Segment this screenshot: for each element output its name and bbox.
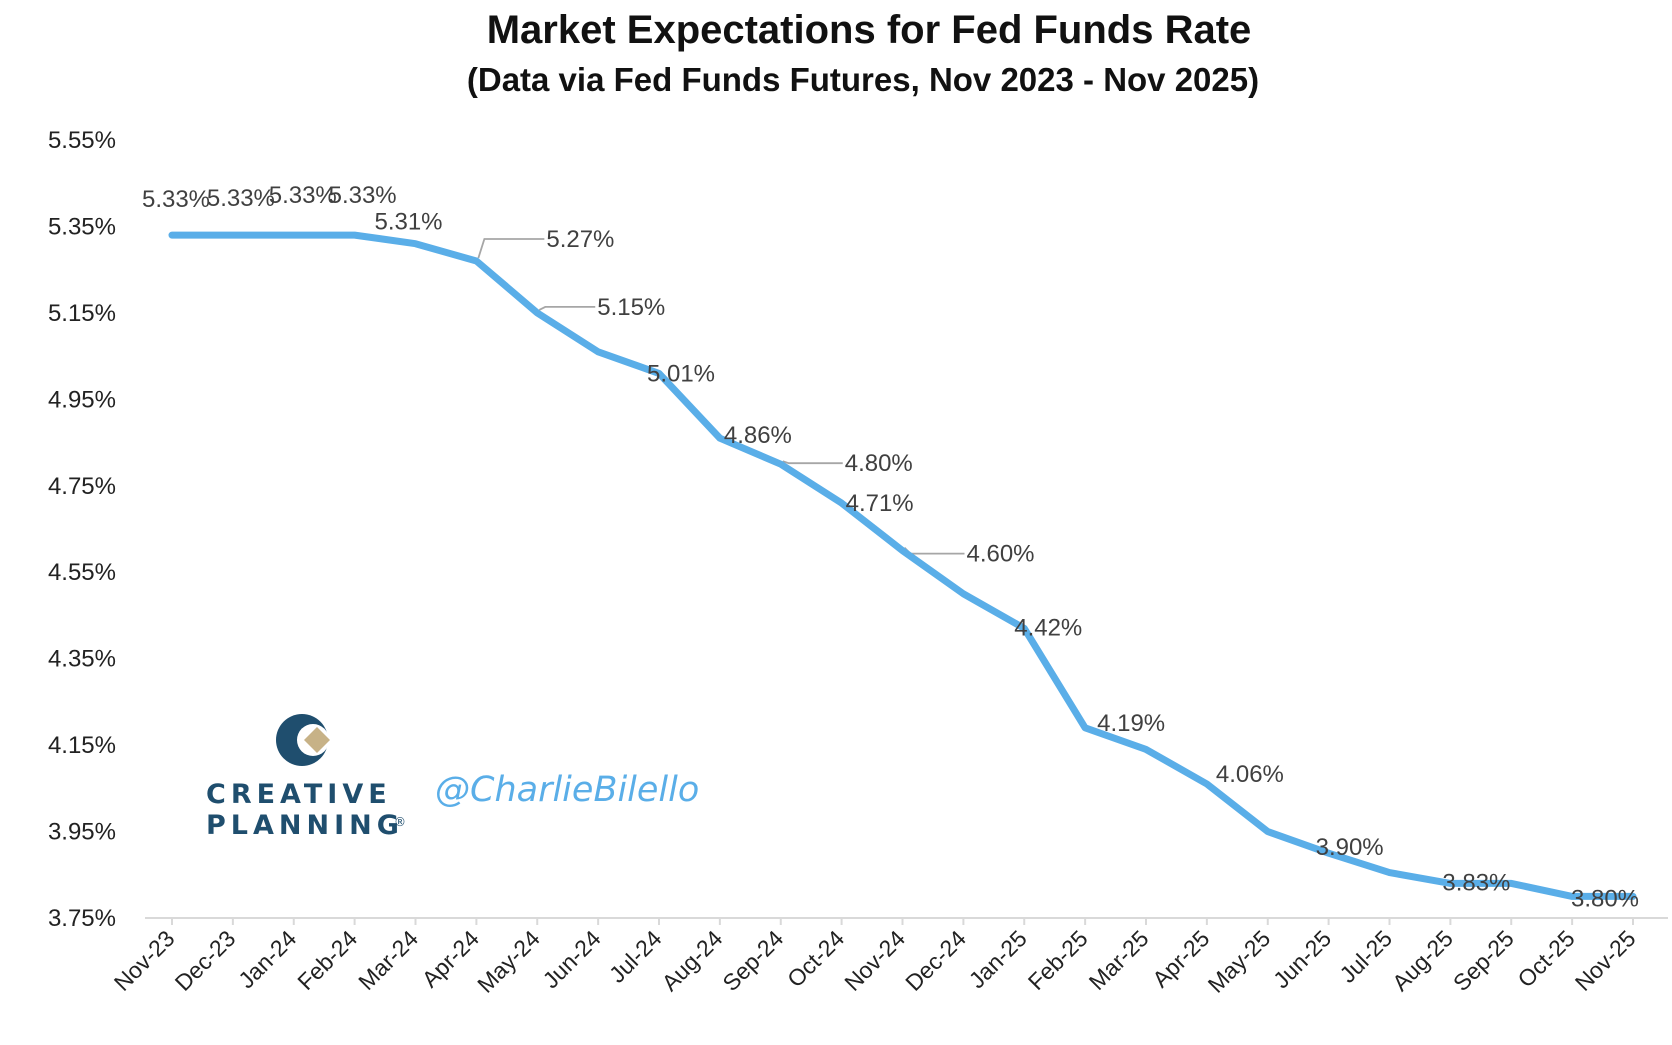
data-label: 3.90%	[1316, 834, 1384, 861]
data-label: 5.33%	[329, 182, 397, 209]
x-tick-label: Jan-25	[964, 925, 1032, 993]
data-label: 5.33%	[269, 182, 337, 209]
creative-planning-logo: CREATIVE PLANNING ®	[206, 714, 406, 841]
y-tick-label: 3.75%	[48, 905, 116, 932]
x-tick-label: Sep-25	[1448, 925, 1519, 996]
y-tick-label: 3.95%	[48, 819, 116, 846]
x-tick-label: Sep-24	[717, 925, 788, 996]
x-tick-label: Mar-25	[1084, 925, 1154, 995]
x-tick-label: Mar-24	[353, 925, 423, 995]
label-leader-line	[477, 238, 545, 259]
data-label: 5.27%	[546, 226, 614, 253]
y-tick-label: 4.95%	[48, 386, 116, 413]
data-label: 4.19%	[1097, 710, 1165, 737]
data-label: 5.15%	[597, 294, 665, 321]
twitter-handle: @CharlieBilello	[435, 770, 699, 810]
y-axis-ticks: 5.55% 5.35% 5.15% 4.95% 4.75% 4.55% 4.35% 4.15%…	[48, 127, 116, 932]
x-tick-label: May-25	[1203, 925, 1276, 998]
x-tick-label: Oct-25	[1512, 925, 1579, 992]
registered-mark: ®	[394, 815, 406, 829]
data-labels: 5.33%5.33%5.33%5.33%5.31%5.27%5.15%5.01%…	[142, 182, 1639, 912]
data-label: 5.01%	[647, 360, 715, 387]
x-tick-label: Nov-25	[1570, 925, 1641, 996]
x-tick-label: Jun-25	[1268, 925, 1336, 993]
label-leader-line	[782, 460, 843, 465]
y-tick-label: 5.55%	[48, 127, 116, 154]
x-tick-label: Jun-24	[538, 925, 606, 993]
x-tick-label: Feb-24	[292, 925, 362, 995]
data-label: 4.60%	[966, 541, 1034, 568]
y-tick-label: 4.75%	[48, 473, 116, 500]
label-leader-line	[538, 305, 596, 311]
x-axis-ticks: Nov-23Dec-23Jan-24Feb-24Mar-24Apr-24May-…	[109, 918, 1641, 998]
y-tick-label: 4.55%	[48, 559, 116, 586]
data-label: 5.33%	[207, 185, 275, 212]
x-tick-label: Feb-25	[1023, 925, 1093, 995]
label-leader-line	[903, 546, 965, 555]
x-tick-label: May-24	[472, 925, 545, 998]
chart-subtitle: (Data via Fed Funds Futures, Nov 2023 - …	[467, 61, 1259, 98]
x-tick-label: Aug-24	[657, 925, 728, 996]
series-line	[168, 231, 1637, 900]
logo-line-planning: PLANNING	[206, 810, 404, 841]
y-tick-label: 4.35%	[48, 646, 116, 673]
logo-c-icon	[276, 714, 330, 766]
y-tick-label: 5.35%	[48, 213, 116, 240]
data-label: 3.83%	[1442, 869, 1510, 896]
x-tick-label: Dec-23	[170, 925, 241, 996]
data-label: 4.42%	[1014, 614, 1082, 641]
x-tick-label: Dec-24	[900, 925, 971, 996]
x-tick-label: Nov-24	[839, 925, 910, 996]
logo-line-creative: CREATIVE	[206, 779, 392, 810]
data-label: 4.06%	[1216, 761, 1284, 788]
data-label: 5.31%	[374, 209, 442, 236]
data-label: 5.33%	[142, 186, 210, 213]
data-label: 4.86%	[724, 422, 792, 449]
x-tick-label: Aug-25	[1387, 925, 1458, 996]
y-tick-label: 5.15%	[48, 300, 116, 327]
data-label: 3.80%	[1571, 885, 1639, 912]
data-label: 4.80%	[845, 450, 913, 477]
x-tick-label: Nov-23	[109, 925, 180, 996]
data-label: 4.71%	[846, 490, 914, 517]
chart-title: Market Expectations for Fed Funds Rate	[487, 8, 1252, 52]
y-tick-label: 4.15%	[48, 732, 116, 759]
x-tick-label: Oct-24	[782, 925, 849, 992]
x-tick-label: Jan-24	[233, 925, 301, 993]
